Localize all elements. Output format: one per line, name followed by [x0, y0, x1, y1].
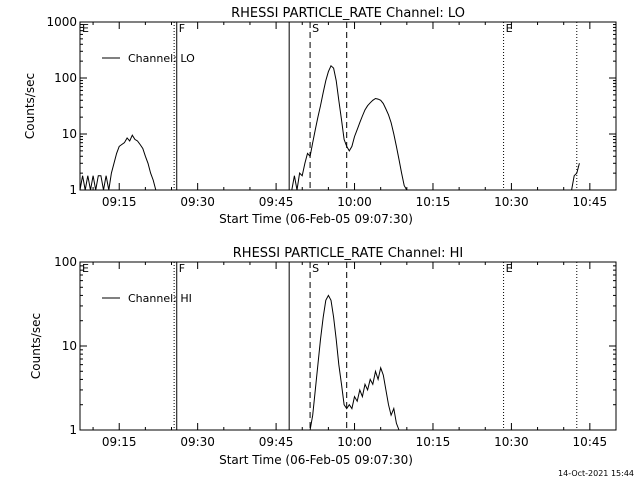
series-line: [309, 294, 400, 431]
marker-label: E: [506, 22, 513, 35]
marker-label: S: [312, 22, 319, 35]
x-tick-label: 10:00: [337, 435, 372, 449]
x-tick-label: 10:30: [494, 195, 529, 209]
panel-2: RHESSI PARTICLE_RATE Channel: HI 1 10 100 09…: [29, 246, 617, 467]
chart-title: RHESSI PARTICLE_RATE Channel: HI: [233, 246, 463, 261]
y-axis-label: Counts/sec: [29, 313, 43, 379]
series-line: [79, 134, 164, 191]
marker-label: F: [179, 22, 185, 35]
x-tick-label: 09:15: [102, 435, 137, 449]
y-tick-label: 10: [62, 127, 77, 141]
legend-label: Channel: LO: [128, 52, 195, 65]
y-tick-label: 1: [69, 183, 77, 197]
x-tick-label: 10:45: [573, 435, 608, 449]
plot-frame: [79, 21, 617, 191]
x-tick-label: 10:15: [416, 435, 451, 449]
x-tick-label: 09:45: [259, 195, 294, 209]
x-tick-label: 10:15: [416, 195, 451, 209]
x-tick-label: 10:30: [494, 435, 529, 449]
legend-label: Channel: HI: [128, 292, 192, 305]
x-tick-label: 09:15: [102, 195, 137, 209]
marker-label: S: [312, 262, 319, 275]
x-tick-label: 10:45: [573, 195, 608, 209]
marker-label: E: [506, 262, 513, 275]
marker-label: F: [179, 262, 185, 275]
y-tick-label: 1000: [46, 15, 77, 29]
x-tick-label: 09:45: [259, 435, 294, 449]
x-tick-label: 09:30: [180, 435, 215, 449]
y-tick-label: 100: [54, 71, 77, 85]
y-tick-label: 100: [54, 255, 77, 269]
marker-label: E: [82, 262, 89, 275]
panel-1: RHESSI PARTICLE_RATE Channel: LO 1 10 100 10…: [23, 6, 617, 226]
chart-title: RHESSI PARTICLE_RATE Channel: LO: [231, 6, 465, 21]
x-axis-label: Start Time (06-Feb-05 09:07:30): [219, 453, 413, 467]
series-line: [291, 64, 413, 191]
x-axis-label: Start Time (06-Feb-05 09:07:30): [219, 212, 413, 226]
x-tick-label: 10:00: [337, 195, 372, 209]
plot-frame: [79, 261, 617, 431]
y-tick-label: 1: [69, 423, 77, 437]
series-line: [571, 163, 580, 191]
y-tick-label: 10: [62, 339, 77, 353]
marker-label: E: [82, 22, 89, 35]
footer-timestamp: 14-Oct-2021 15:44: [558, 469, 634, 478]
x-tick-label: 09:30: [180, 195, 215, 209]
y-axis-label: Counts/sec: [23, 73, 37, 139]
